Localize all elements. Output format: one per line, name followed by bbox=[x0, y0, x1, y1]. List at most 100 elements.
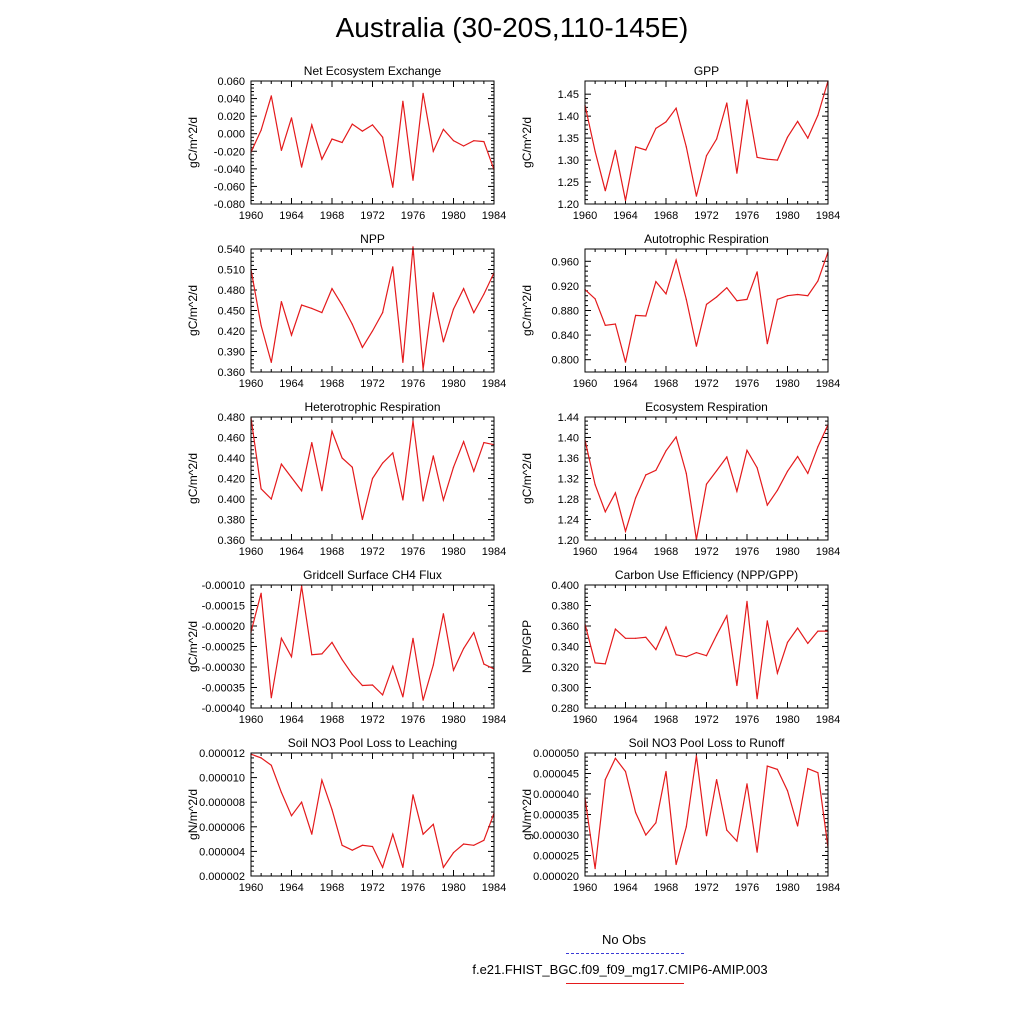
x-tick-label: 1984 bbox=[816, 882, 840, 894]
data-point bbox=[483, 442, 485, 444]
data-point bbox=[807, 472, 809, 474]
data-point bbox=[635, 811, 637, 814]
page-title: Australia (30-20S,110-145E) bbox=[335, 12, 689, 43]
data-point bbox=[675, 863, 677, 866]
chart-title: Net Ecosystem Exchange bbox=[304, 64, 442, 78]
data-point bbox=[695, 652, 698, 654]
x-tick-label: 1972 bbox=[360, 882, 384, 894]
data-point bbox=[736, 172, 738, 174]
data-point bbox=[432, 150, 434, 152]
y-tick-label: 0.040 bbox=[217, 94, 245, 106]
y-tick-label: 0.440 bbox=[217, 453, 245, 465]
data-point bbox=[746, 449, 748, 451]
data-point bbox=[452, 140, 455, 142]
x-tick-label: 1980 bbox=[441, 546, 465, 558]
data-point bbox=[797, 293, 799, 296]
x-tick-label: 1968 bbox=[654, 378, 678, 390]
data-point bbox=[442, 341, 444, 343]
data-point bbox=[412, 246, 414, 248]
data-point bbox=[463, 145, 465, 147]
y-tick-label: 0.000040 bbox=[533, 789, 579, 801]
y-tick-label: 1.32 bbox=[558, 474, 579, 486]
x-tick-label: 1976 bbox=[401, 546, 425, 558]
chart-panel-9: Soil NO3 Pool Loss to Runoff gN/m^2/d 1960… bbox=[520, 736, 840, 894]
data-point bbox=[422, 500, 424, 502]
x-tick-label: 1976 bbox=[401, 714, 425, 726]
y-tick-label: -0.080 bbox=[214, 199, 245, 211]
y-tick-label: 0.380 bbox=[551, 601, 579, 613]
y-tick-label: 0.390 bbox=[217, 347, 245, 359]
data-point bbox=[665, 626, 667, 628]
x-tick-label: 1972 bbox=[360, 210, 384, 222]
data-point bbox=[675, 107, 677, 109]
chart-panel-5: Ecosystem Respiration gC/m^2/d 1960 1964 196… bbox=[520, 400, 840, 558]
y-tick-label: 0.000020 bbox=[533, 871, 579, 883]
data-point bbox=[412, 637, 414, 639]
plot-frame bbox=[250, 80, 495, 205]
y-axis-label: NPP/GPP bbox=[520, 620, 534, 673]
data-point bbox=[746, 600, 748, 603]
data-point bbox=[705, 655, 708, 657]
y-tick-label: 0.840 bbox=[551, 330, 579, 342]
y-tick-label: 0.540 bbox=[217, 244, 245, 256]
data-point bbox=[786, 136, 789, 138]
data-point bbox=[614, 757, 617, 759]
data-point bbox=[695, 755, 698, 757]
legend-obs-line bbox=[566, 953, 684, 954]
data-point bbox=[807, 295, 809, 297]
data-point bbox=[392, 833, 394, 835]
data-point bbox=[311, 833, 313, 835]
data-point bbox=[726, 287, 728, 289]
y-tick-label: 0.360 bbox=[217, 367, 245, 379]
data-point bbox=[382, 866, 384, 869]
data-point bbox=[756, 271, 758, 273]
data-point bbox=[463, 441, 465, 443]
data-point bbox=[280, 463, 282, 465]
data-point bbox=[614, 628, 617, 630]
data-point bbox=[371, 684, 374, 686]
data-point bbox=[786, 295, 789, 297]
data-point bbox=[665, 450, 667, 452]
data-point bbox=[766, 620, 768, 622]
x-tick-label: 1968 bbox=[654, 546, 678, 558]
data-point bbox=[817, 280, 819, 282]
data-point bbox=[382, 462, 384, 464]
y-axis-label: gC/m^2/d bbox=[186, 621, 200, 672]
data-point bbox=[766, 343, 768, 345]
data-point bbox=[473, 632, 475, 634]
data-point bbox=[817, 114, 819, 116]
x-tick-label: 1980 bbox=[441, 714, 465, 726]
data-point bbox=[321, 653, 323, 655]
data-point bbox=[270, 697, 272, 699]
x-tick-label: 1968 bbox=[320, 546, 344, 558]
data-point bbox=[746, 99, 748, 101]
data-point bbox=[432, 292, 434, 294]
x-tick-label: 1968 bbox=[320, 378, 344, 390]
data-point bbox=[705, 835, 708, 837]
data-point bbox=[382, 136, 384, 138]
chart-title: Heterotrophic Respiration bbox=[304, 400, 440, 414]
x-tick-label: 1964 bbox=[613, 378, 637, 390]
y-tick-label: 0.450 bbox=[217, 306, 245, 318]
data-point bbox=[645, 315, 647, 317]
data-point bbox=[422, 92, 424, 94]
y-tick-label: 0.000012 bbox=[199, 748, 245, 760]
series-line bbox=[250, 586, 495, 701]
data-point bbox=[635, 497, 637, 499]
y-tick-label: 0.320 bbox=[551, 662, 579, 674]
data-point bbox=[280, 637, 282, 639]
y-axis-label: gC/m^2/d bbox=[520, 453, 534, 504]
data-point bbox=[807, 137, 809, 139]
data-point bbox=[432, 664, 434, 666]
data-point bbox=[726, 102, 728, 104]
data-point bbox=[665, 293, 667, 295]
data-point bbox=[766, 504, 768, 506]
y-axis-label: gN/m^2/d bbox=[520, 789, 534, 840]
data-point bbox=[311, 124, 313, 126]
data-point bbox=[817, 772, 819, 774]
data-point bbox=[776, 672, 779, 674]
x-tick-label: 1976 bbox=[401, 210, 425, 222]
data-point bbox=[392, 266, 394, 268]
data-point bbox=[432, 823, 434, 825]
data-point bbox=[726, 615, 728, 617]
